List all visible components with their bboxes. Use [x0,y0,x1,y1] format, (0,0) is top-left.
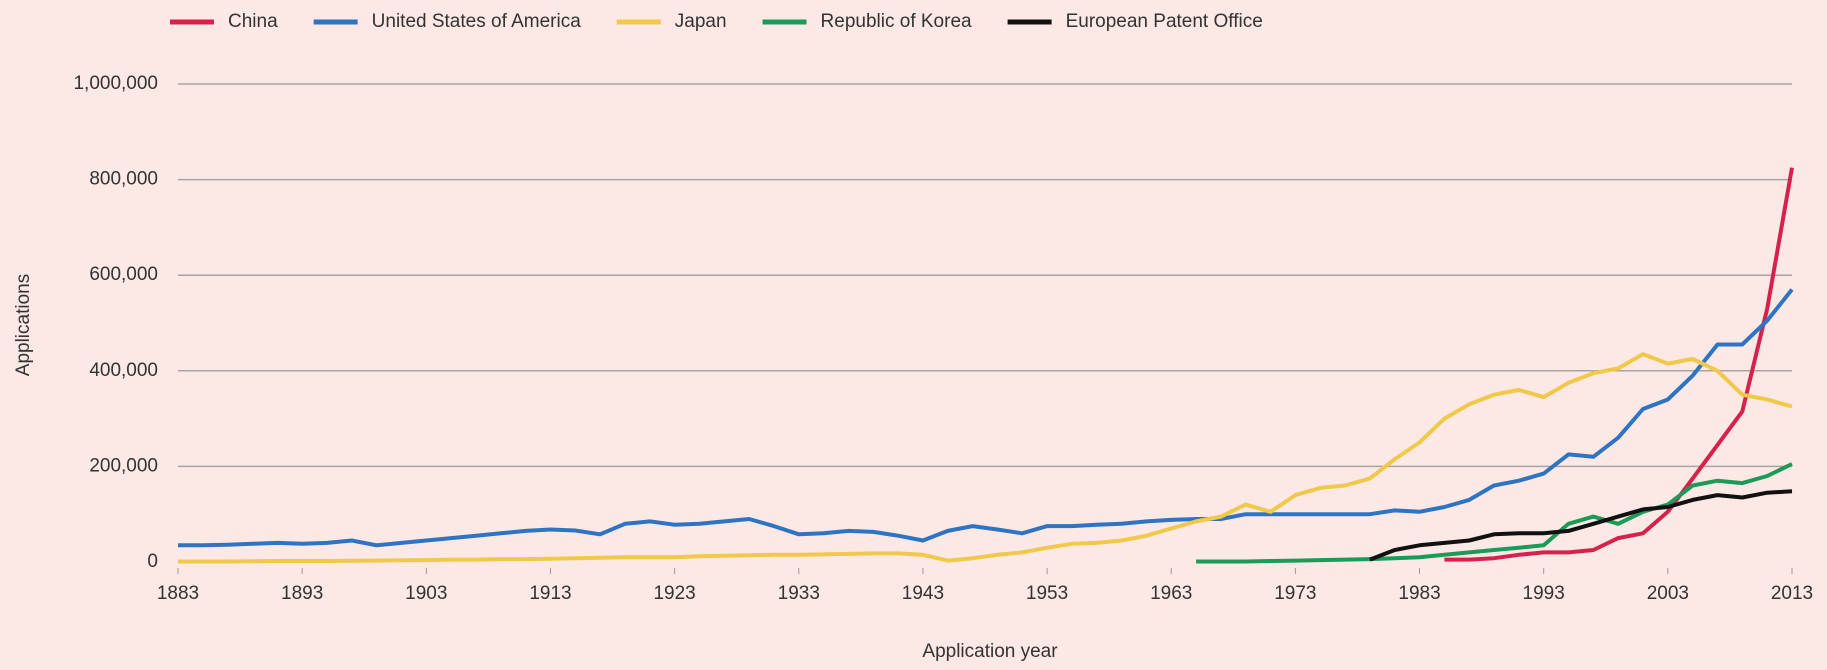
x-tick-label: 1933 [778,583,820,604]
x-tick-label: 2003 [1647,583,1689,604]
x-tick-label: 1943 [902,583,944,604]
x-tick-label: 1973 [1274,583,1316,604]
legend-label: Japan [675,11,727,32]
x-tick-label: 1893 [281,583,323,604]
x-axis-title: Application year [922,641,1058,662]
series-line [178,288,1794,548]
x-tick-label: 1953 [1026,583,1068,604]
series-line [1369,489,1793,562]
x-tick-label: 1963 [1150,583,1192,604]
x-tick-label: 1983 [1398,583,1440,604]
y-tick-label: 800,000 [89,169,158,190]
x-tick-label: 1903 [405,583,447,604]
series-line [1444,167,1794,562]
x-tick-label: 1923 [653,583,695,604]
legend-label: United States of America [372,11,582,32]
y-tick-label: 0 [147,551,158,572]
y-tick-label: 1,000,000 [73,73,158,94]
x-tick-label: 1993 [1523,583,1565,604]
y-tick-label: 600,000 [89,264,158,285]
x-tick-label: 1913 [529,583,571,604]
series-line [1196,462,1793,564]
x-tick-label: 1883 [157,583,199,604]
y-tick-label: 200,000 [89,455,158,476]
legend-label: China [228,11,278,32]
y-axis-title: Applications [13,274,34,376]
x-tick-label: 2013 [1771,583,1813,604]
legend-label: European Patent Office [1066,11,1263,32]
legend-label: Republic of Korea [821,11,972,32]
y-tick-label: 400,000 [89,360,158,381]
series-line [178,352,1793,564]
